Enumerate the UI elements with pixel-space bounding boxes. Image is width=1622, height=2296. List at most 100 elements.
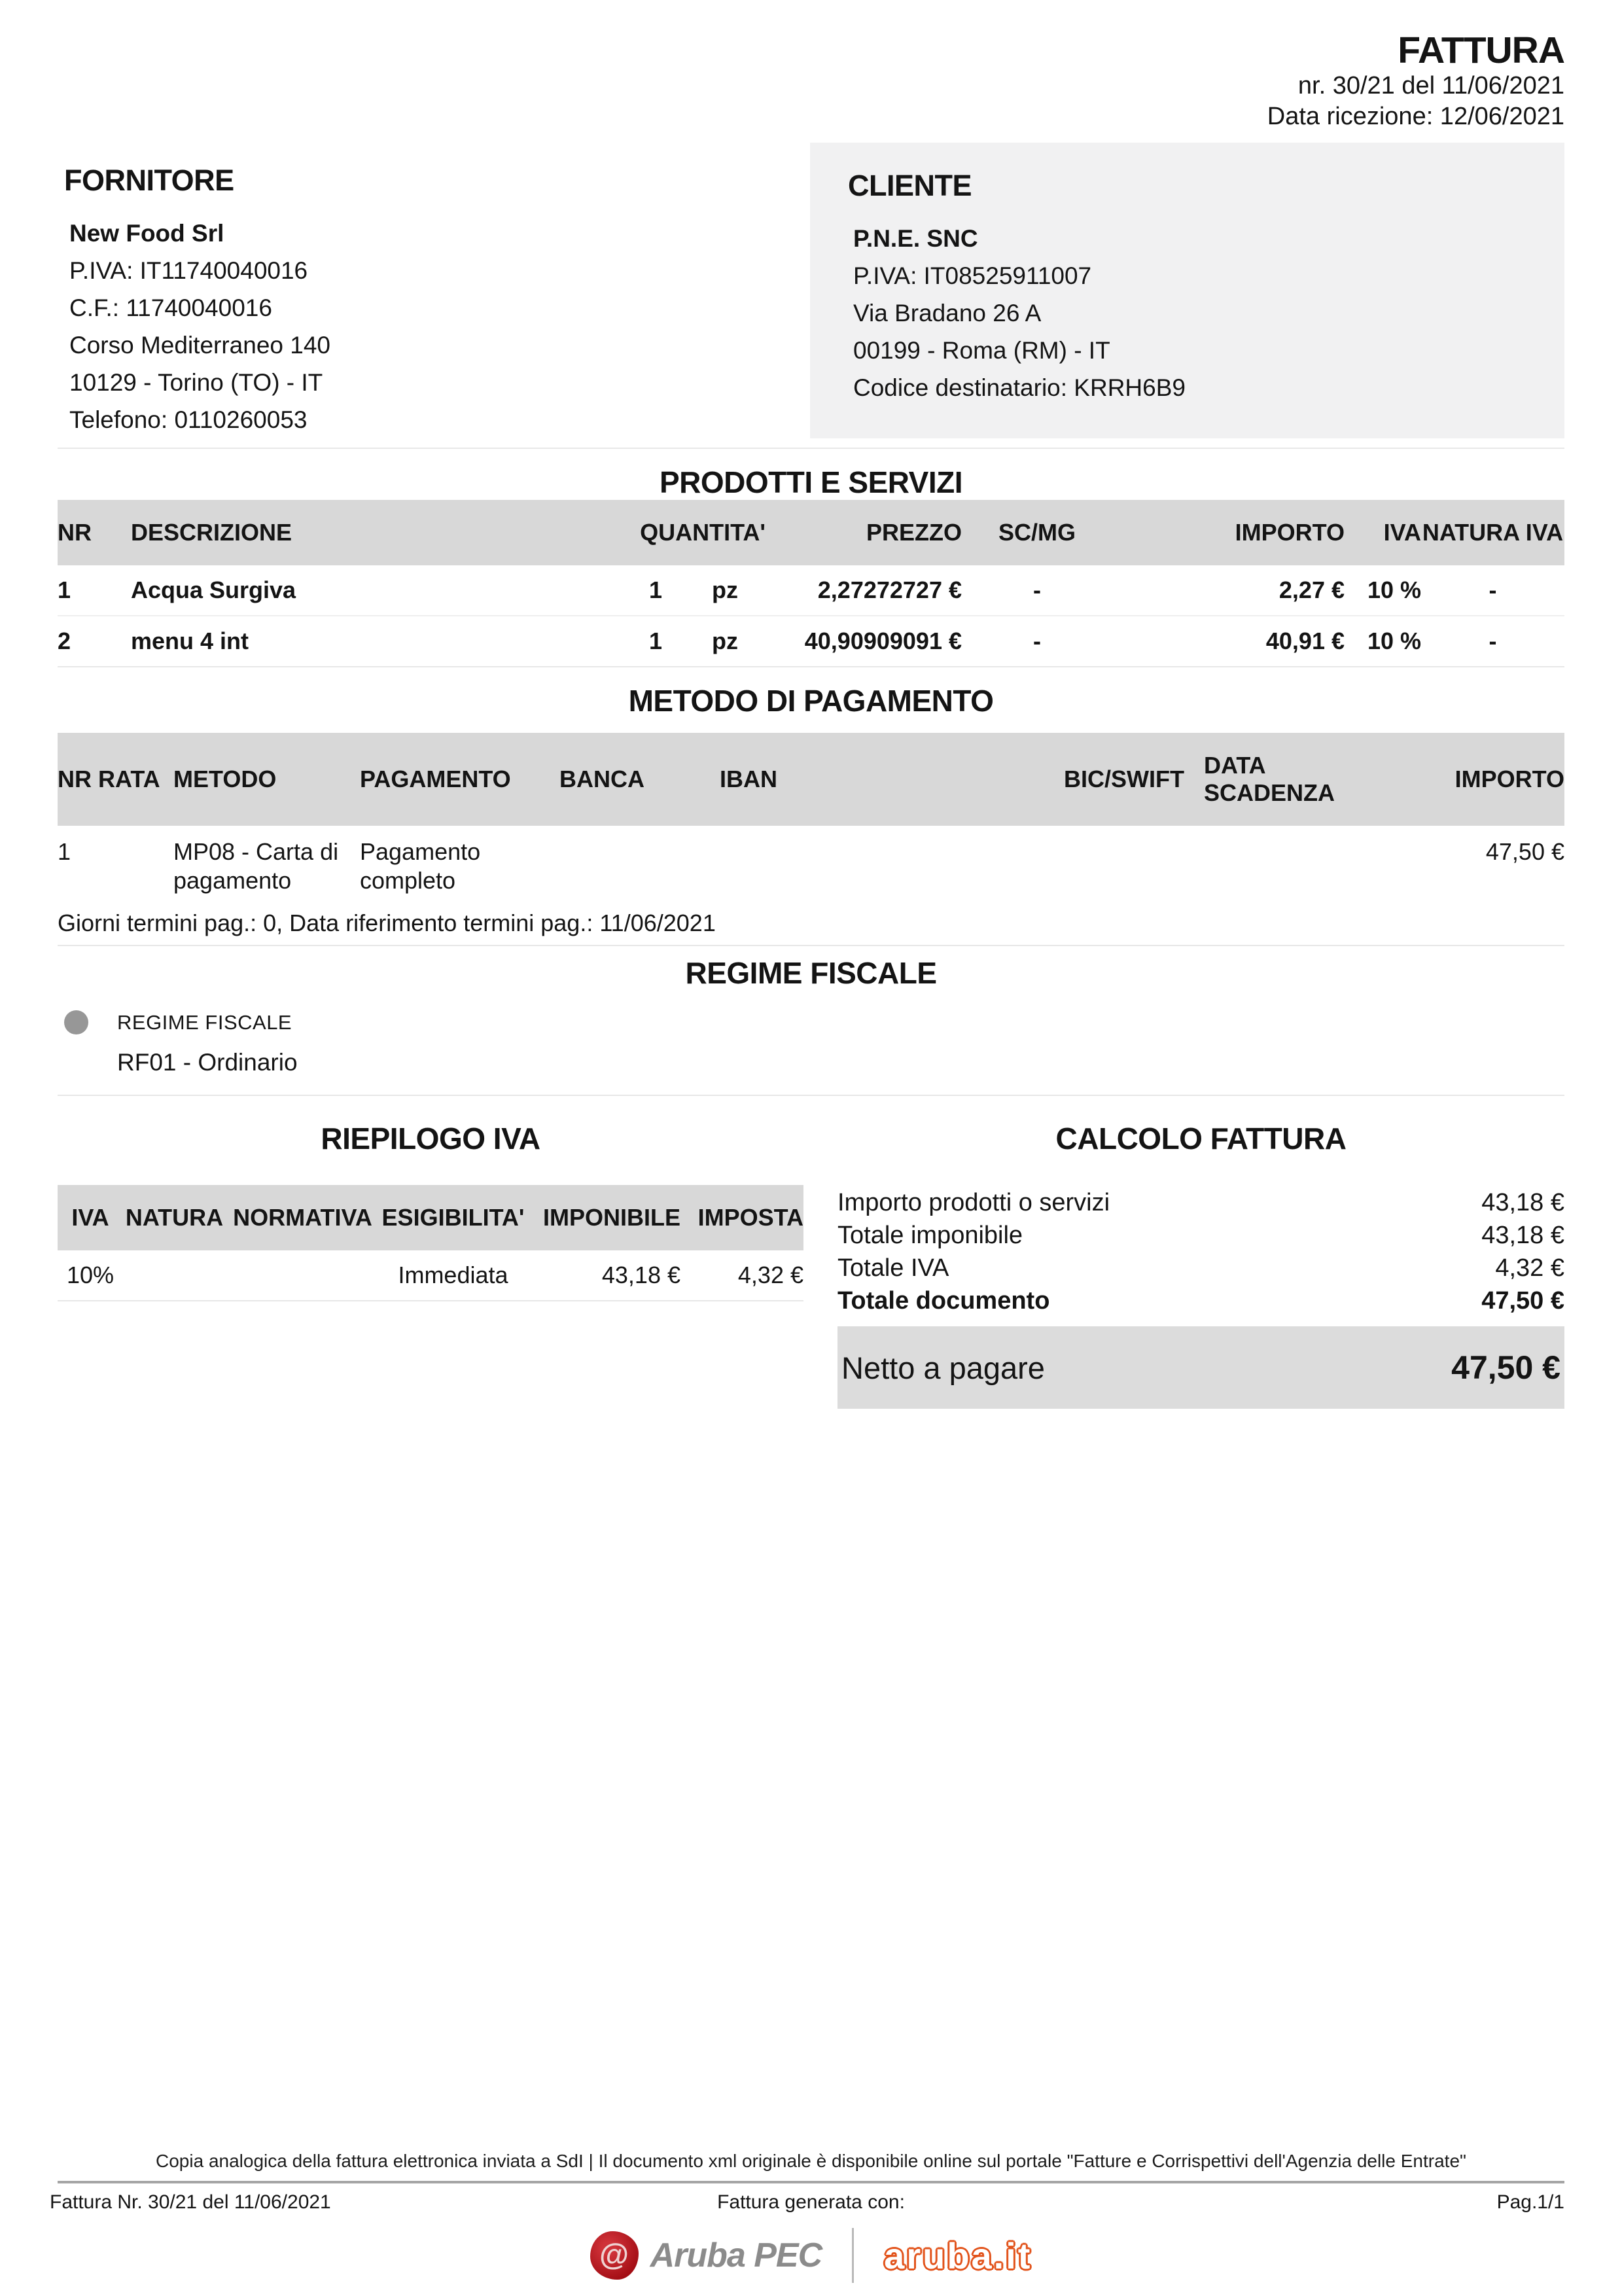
aruba-pec-logo: @ Aruba PEC	[590, 2231, 822, 2280]
cell-prezzo: 40,90909091 €	[766, 615, 962, 667]
customer-city: 00199 - Roma (RM) - IT	[853, 337, 1110, 364]
col-header-bic-swift: BIC/SWIFT	[1021, 733, 1184, 826]
col-header-imposta: IMPOSTA	[680, 1185, 803, 1250]
supplier-name: New Food Srl	[69, 220, 224, 247]
cell-unita: pz	[712, 576, 738, 603]
supplier-vat: P.IVA: IT11740040016	[69, 257, 308, 284]
bullet-icon	[64, 1010, 88, 1034]
cell-scmg: -	[1033, 576, 1041, 603]
regime-section-title: REGIME FISCALE	[685, 956, 937, 990]
col-header-iva: IVA	[58, 1185, 123, 1250]
col-header-importo: IMPORTO	[1394, 733, 1564, 826]
col-header-natura-iva: NATURA IVA	[1421, 500, 1564, 565]
cell-scmg: -	[962, 615, 1112, 667]
col-header-pagamento: PAGAMENTO	[360, 733, 559, 826]
regime-value: RF01 - Ordinario	[117, 1049, 298, 1076]
summary-section: RIEPILOGO IVA IVA NATURA NORMATIVA ESIGI…	[58, 1108, 1564, 1409]
regime-label: REGIME FISCALE	[117, 1010, 292, 1034]
cell-imposta: 4,32 €	[737, 1262, 803, 1288]
cell-natura-iva: -	[1421, 615, 1564, 667]
reception-date-line: Data ricezione: 12/06/2021	[1267, 103, 1564, 130]
cell-natura-iva: -	[1489, 576, 1497, 603]
supplier-fiscal-code: C.F.: 11740040016	[69, 294, 272, 321]
invoice-number-line: nr. 30/21 del 11/06/2021	[1297, 72, 1564, 99]
customer-address: Via Bradano 26 A	[853, 300, 1042, 327]
section-divider	[58, 448, 1564, 449]
products-section-title: PRODOTTI E SERVIZI	[660, 465, 963, 499]
cell-data-scadenza	[1184, 826, 1394, 907]
col-header-data-scadenza: DATA SCADENZA	[1184, 733, 1394, 826]
vat-header-row: IVA NATURA NORMATIVA ESIGIBILITA' IMPONI…	[58, 1185, 803, 1250]
supplier-phone: Telefono: 0110260053	[69, 406, 308, 433]
parties-section: FORNITORE New Food Srl P.IVA: IT11740040…	[58, 143, 1564, 438]
blank-space	[58, 1409, 1564, 2151]
document-title: FATTURA	[1398, 29, 1565, 71]
product-row: 2 menu 4 int 1 pz 40,90909091 € - 40,91 …	[58, 615, 1564, 667]
payment-section-title: METODO DI PAGAMENTO	[628, 684, 994, 718]
supplier-heading: FORNITORE	[64, 164, 234, 197]
cell-iban	[720, 826, 1021, 907]
col-header-quantita: QUANTITA'	[615, 500, 766, 565]
regime-line: REGIME FISCALE	[64, 1010, 1564, 1034]
payment-row: 1 MP08 - Carta di pagamento Pagamento co…	[58, 826, 1564, 907]
totals-label: Totale imponibile	[837, 1222, 1023, 1249]
col-header-nr-rata: NR RATA	[58, 733, 173, 826]
totals-value: 43,18 €	[1481, 1222, 1564, 1249]
invoice-totals-title: CALCOLO FATTURA	[1055, 1122, 1347, 1156]
customer-vat: P.IVA: IT08525911007	[853, 262, 1092, 289]
cell-imponibile: 43,18 €	[601, 1262, 680, 1288]
col-header-iva: IVA	[1345, 500, 1421, 565]
col-header-esigibilita: ESIGIBILITA'	[379, 1185, 527, 1250]
totals-row: Importo prodotti o servizi 43,18 €	[837, 1186, 1564, 1219]
totals-label: Totale IVA	[837, 1254, 949, 1282]
section-divider	[58, 945, 1564, 946]
cell-importo: 2,27 €	[1278, 576, 1345, 603]
net-to-pay-box: Netto a pagare 47,50 €	[837, 1326, 1564, 1409]
net-to-pay-value: 47,50 €	[1451, 1349, 1560, 1386]
footer-info-row: Fattura Nr. 30/21 del 11/06/2021 Fattura…	[50, 2191, 1564, 2214]
col-header-prezzo: PREZZO	[766, 500, 962, 565]
net-to-pay-label: Netto a pagare	[841, 1350, 1045, 1385]
footer-invoice-ref: Fattura Nr. 30/21 del 11/06/2021	[50, 2191, 331, 2213]
cell-bic-swift	[1021, 826, 1184, 907]
col-header-imponibile: IMPONIBILE	[527, 1185, 680, 1250]
col-header-metodo: METODO	[173, 733, 360, 826]
cell-importo: 40,91 €	[1112, 615, 1345, 667]
cell-nr: 1	[58, 576, 71, 603]
cell-banca	[559, 826, 720, 907]
payment-header-row: NR RATA METODO PAGAMENTO BANCA IBAN BIC/…	[58, 733, 1564, 826]
cell-nr-rata: 1	[58, 838, 71, 865]
document-header: FATTURA nr. 30/21 del 11/06/2021 Data ri…	[58, 0, 1565, 132]
aruba-pec-logo-text: Aruba PEC	[650, 2236, 823, 2274]
footer-page-number: Pag.1/1	[1496, 2191, 1564, 2213]
legal-note: Copia analogica della fattura elettronic…	[156, 2151, 1466, 2171]
supplier-block: FORNITORE New Food Srl P.IVA: IT11740040…	[58, 143, 712, 438]
aruba-it-logo-text: aruba.it	[884, 2234, 1032, 2276]
cell-prezzo: 2,27272727 €	[817, 576, 962, 603]
cell-descrizione: menu 4 int	[131, 615, 615, 667]
col-header-nr: NR	[58, 500, 131, 565]
cell-normativa	[226, 1250, 379, 1301]
footer-rule	[58, 2181, 1564, 2183]
totals-rows: Importo prodotti o servizi 43,18 € Total…	[837, 1186, 1564, 1317]
totals-value: 43,18 €	[1481, 1189, 1564, 1216]
aruba-pec-seal-icon: @	[590, 2231, 639, 2280]
product-row: 1 Acqua Surgiva 1 pz 2,27272727 € - 2,27…	[58, 565, 1564, 616]
products-table: NR DESCRIZIONE QUANTITA' PREZZO SC/MG IM…	[58, 500, 1564, 667]
totals-label: Totale documento	[837, 1287, 1050, 1315]
cell-iva: 10 %	[1345, 615, 1421, 667]
cell-iva: 10 %	[1367, 576, 1421, 603]
col-header-scmg: SC/MG	[962, 500, 1112, 565]
totals-row: Totale IVA 4,32 €	[837, 1252, 1564, 1284]
customer-sdi-code: Codice destinatario: KRRH6B9	[853, 374, 1186, 401]
regime-block: REGIME FISCALE RF01 - Ordinario	[58, 1010, 1564, 1076]
cell-metodo: MP08 - Carta di pagamento	[173, 838, 339, 894]
col-header-banca: BANCA	[559, 733, 720, 826]
vat-summary-table: IVA NATURA NORMATIVA ESIGIBILITA' IMPONI…	[58, 1185, 803, 1301]
vat-row: 10% Immediata 43,18 € 4,32 €	[58, 1250, 803, 1301]
totals-row: Totale imponibile 43,18 €	[837, 1219, 1564, 1252]
supplier-address: Corso Mediterraneo 140	[69, 332, 330, 359]
customer-heading: CLIENTE	[848, 169, 972, 202]
totals-value: 47,50 €	[1481, 1287, 1564, 1315]
